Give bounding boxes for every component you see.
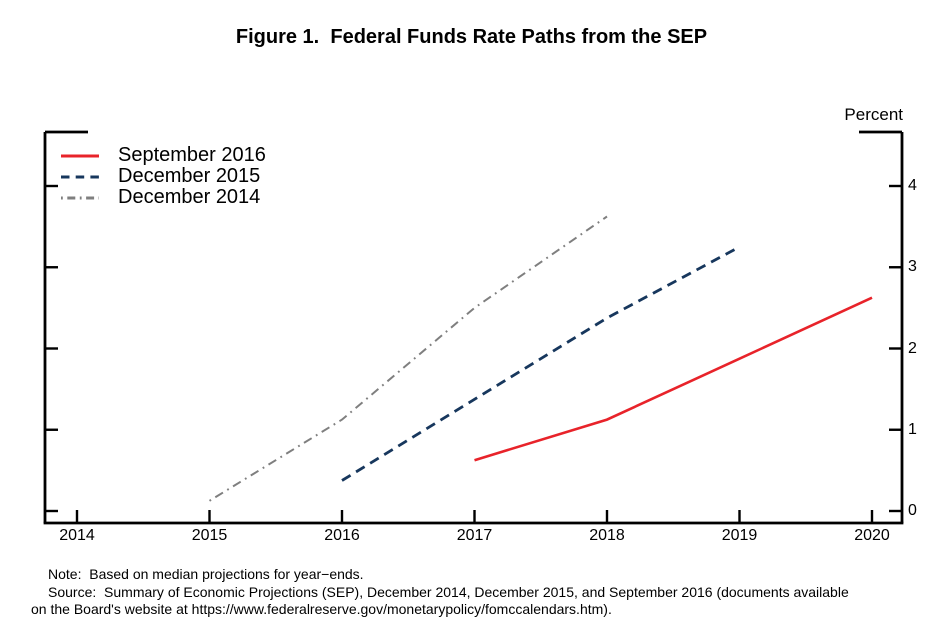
series-line-december-2014 — [208, 215, 608, 502]
y-tick-label: 1 — [908, 420, 917, 438]
footnote-source-line2: on the Board's website at https://www.fe… — [31, 601, 612, 617]
footnote-note: Note: Based on median projections for ye… — [48, 566, 364, 582]
x-tick-label: 2014 — [59, 527, 95, 544]
x-tick-label: 2015 — [191, 527, 228, 544]
legend-item-december-2014: December 2014 — [61, 187, 266, 208]
legend-swatch-september-2016 — [61, 154, 99, 157]
legend-swatch-december-2015 — [61, 175, 99, 178]
series-line-december-2015 — [341, 245, 741, 482]
x-tick-label: 2020 — [854, 527, 890, 544]
legend-item-december-2015: December 2015 — [61, 166, 266, 187]
legend-swatch-december-2014 — [61, 196, 99, 199]
y-tick-label: 0 — [908, 502, 917, 519]
x-tick-label: 2016 — [324, 527, 360, 544]
legend: September 2016 December 2015 December 20… — [61, 145, 266, 208]
series-lines — [208, 215, 873, 502]
x-tick-label: 2018 — [589, 527, 625, 544]
axis-ticks — [45, 184, 902, 522]
legend-item-september-2016: September 2016 — [61, 145, 266, 166]
y-tick-label: 2 — [908, 339, 917, 357]
figure-title: Figure 1. Federal Funds Rate Paths from … — [235, 26, 708, 48]
x-tick-label: 2017 — [456, 527, 493, 544]
y-tick-label: 3 — [908, 258, 917, 276]
legend-label-december-2014: December 2014 — [118, 186, 261, 208]
y-tick-label: 4 — [908, 177, 917, 194]
footnote: Note: Based on median projections for ye… — [31, 566, 936, 619]
series-line-september-2016 — [474, 296, 873, 462]
plot-frame — [43, 130, 904, 525]
legend-label-september-2016: September 2016 — [118, 144, 266, 166]
legend-label-december-2015: December 2015 — [118, 165, 261, 187]
x-tick-label: 2019 — [721, 527, 758, 544]
footnote-source-line1: Source: Summary of Economic Projections … — [48, 583, 849, 600]
chart-canvas — [43, 130, 904, 525]
y-axis-unit-label: Percent — [844, 105, 903, 124]
